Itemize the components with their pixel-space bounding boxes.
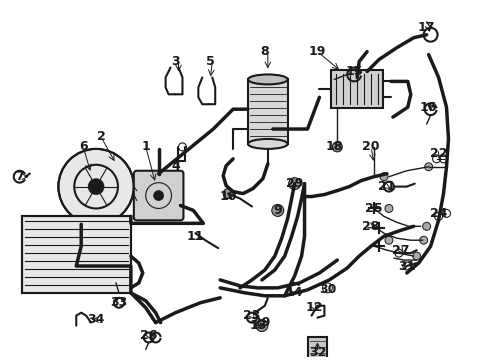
Circle shape bbox=[58, 149, 134, 224]
Circle shape bbox=[413, 252, 421, 260]
Text: 28: 28 bbox=[363, 220, 380, 233]
Circle shape bbox=[289, 178, 300, 190]
Text: 2: 2 bbox=[97, 130, 105, 144]
Text: 16: 16 bbox=[420, 101, 438, 114]
Text: 9: 9 bbox=[273, 204, 282, 217]
Text: 18: 18 bbox=[326, 140, 343, 153]
Text: 23: 23 bbox=[243, 309, 261, 322]
Bar bbox=[331, 71, 383, 108]
Bar bbox=[22, 216, 131, 293]
Text: 27: 27 bbox=[392, 244, 410, 257]
Text: 6: 6 bbox=[79, 140, 88, 153]
Ellipse shape bbox=[248, 139, 288, 149]
Text: 3: 3 bbox=[171, 55, 180, 68]
Text: 11: 11 bbox=[187, 230, 204, 243]
Circle shape bbox=[332, 142, 343, 152]
Text: 29: 29 bbox=[253, 316, 270, 329]
Text: 1: 1 bbox=[141, 140, 150, 153]
Text: 24: 24 bbox=[430, 207, 447, 220]
Text: 10: 10 bbox=[220, 190, 237, 203]
Text: 19: 19 bbox=[309, 45, 326, 58]
Text: 34: 34 bbox=[87, 313, 105, 326]
Text: 22: 22 bbox=[430, 147, 447, 160]
Circle shape bbox=[420, 236, 428, 244]
Text: 31: 31 bbox=[398, 260, 416, 273]
Ellipse shape bbox=[248, 75, 288, 84]
Circle shape bbox=[380, 173, 388, 181]
Text: 33: 33 bbox=[110, 296, 127, 309]
Circle shape bbox=[385, 204, 393, 212]
Text: 15: 15 bbox=[345, 65, 363, 78]
Text: 8: 8 bbox=[261, 45, 269, 58]
Circle shape bbox=[385, 236, 393, 244]
Circle shape bbox=[88, 179, 104, 194]
Circle shape bbox=[272, 204, 284, 216]
Text: 21: 21 bbox=[378, 180, 396, 193]
Circle shape bbox=[423, 222, 431, 230]
Circle shape bbox=[154, 190, 164, 201]
Circle shape bbox=[256, 320, 268, 332]
Text: 29: 29 bbox=[286, 177, 303, 190]
Text: 12: 12 bbox=[306, 301, 323, 314]
Text: 20: 20 bbox=[362, 140, 380, 153]
Text: 5: 5 bbox=[206, 55, 215, 68]
Text: 14: 14 bbox=[286, 286, 303, 299]
Bar bbox=[248, 80, 288, 144]
Text: 7: 7 bbox=[15, 170, 24, 183]
Text: 17: 17 bbox=[418, 21, 436, 34]
Circle shape bbox=[425, 163, 433, 171]
Text: 32: 32 bbox=[309, 346, 326, 359]
Text: 25: 25 bbox=[365, 202, 383, 215]
Bar bbox=[308, 337, 327, 360]
Text: 26: 26 bbox=[140, 329, 157, 342]
Text: 4: 4 bbox=[171, 160, 180, 173]
FancyBboxPatch shape bbox=[134, 171, 183, 220]
Circle shape bbox=[223, 189, 233, 198]
Text: 30: 30 bbox=[318, 283, 336, 296]
Text: 13: 13 bbox=[249, 319, 267, 332]
